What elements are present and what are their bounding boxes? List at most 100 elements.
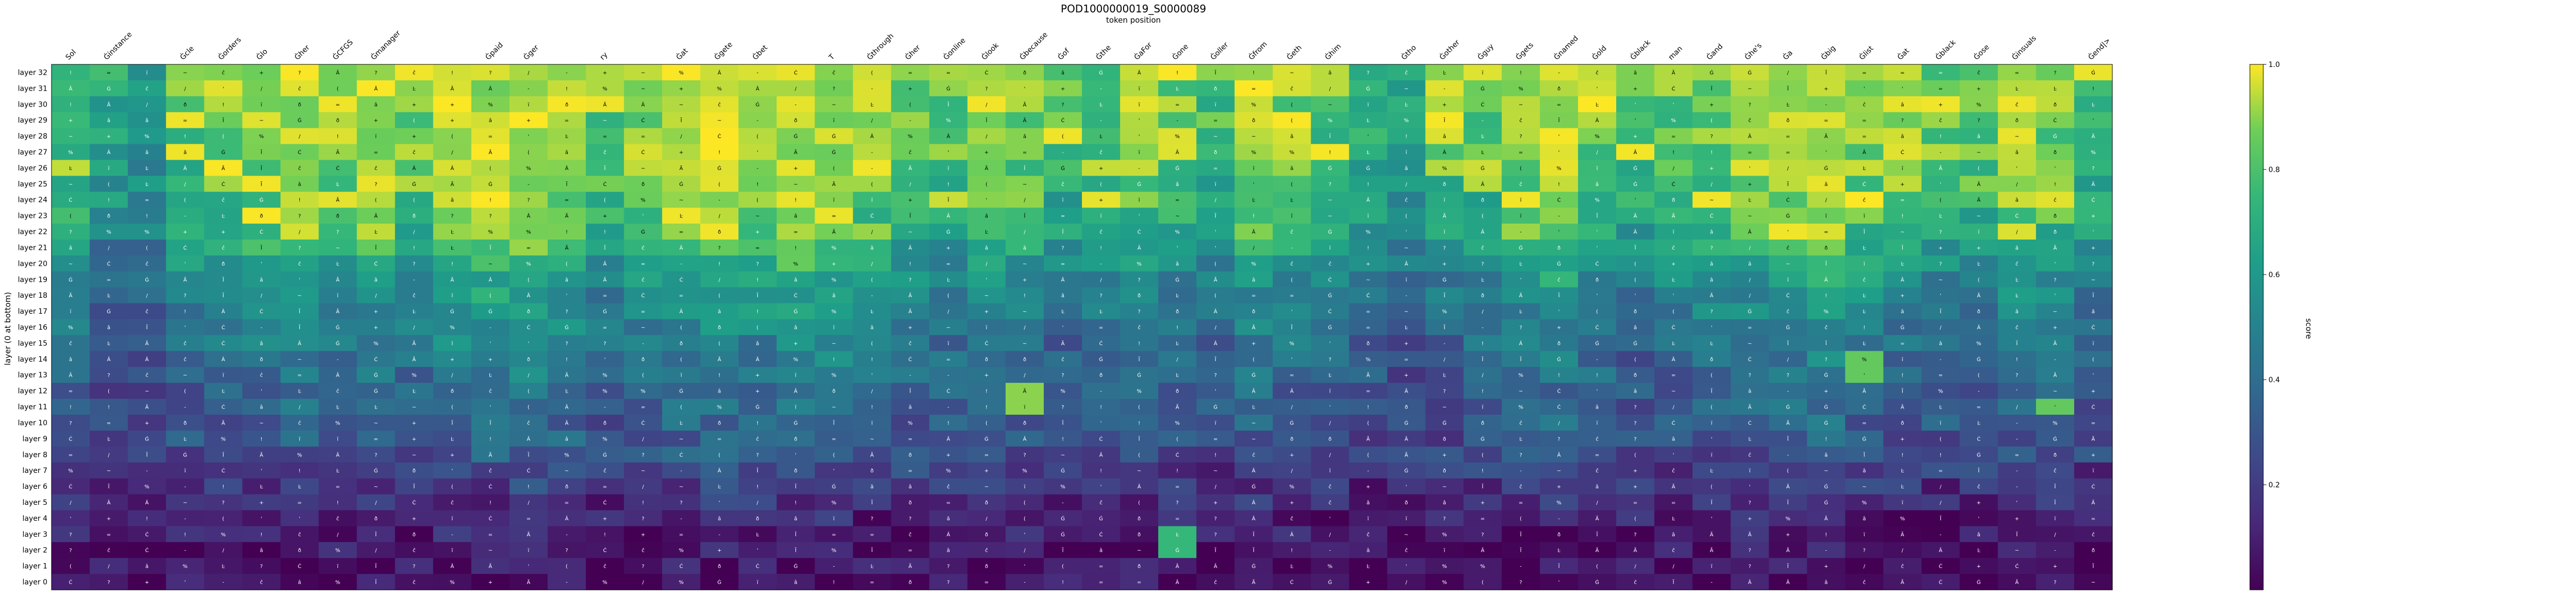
cell-glyph: ~ [1251, 134, 1256, 140]
cell-glyph: Ċ [680, 451, 683, 458]
cell-glyph: ? [107, 373, 110, 379]
cell-glyph: ĉ [145, 372, 148, 379]
heatmap-cell [776, 192, 816, 208]
cell-glyph: ! [1367, 405, 1369, 411]
cell-glyph: ð [2015, 118, 2019, 124]
heatmap-cell [1539, 176, 1579, 192]
cell-glyph: - [566, 532, 568, 538]
cell-glyph: ï [1710, 452, 1713, 458]
cell-glyph: Ċ [985, 340, 988, 347]
cell-glyph: ï [1519, 214, 1521, 219]
cell-glyph: ? [69, 548, 72, 554]
heatmap-cell [204, 240, 243, 256]
cell-glyph: ! [1902, 214, 1904, 219]
cell-glyph: % [640, 198, 646, 203]
heatmap-cell [815, 80, 854, 97]
heatmap-cell [1043, 176, 1082, 192]
heatmap-cell [1997, 64, 2037, 81]
cell-glyph: = [908, 436, 912, 442]
cell-glyph: = [1748, 325, 1752, 331]
cell-glyph: â [145, 564, 148, 570]
cell-glyph: - [718, 198, 720, 203]
heatmap-cell [1273, 80, 1312, 97]
cell-glyph: + [1977, 245, 1981, 251]
heatmap-cell [52, 240, 90, 256]
cell-glyph: ( [756, 198, 758, 203]
cell-glyph: + [2091, 214, 2095, 219]
x-tick-label: Ġguy [1476, 42, 1496, 62]
x-tick-label: Ġorders [216, 35, 243, 62]
cell-glyph: ð [756, 516, 759, 522]
cell-glyph: Ã [1748, 531, 1752, 538]
cell-glyph: - [947, 373, 950, 379]
cell-glyph: = [2015, 70, 2019, 76]
cell-glyph: â [260, 404, 263, 411]
cell-glyph: Â [946, 531, 950, 538]
cell-glyph: ĉ [1672, 468, 1675, 474]
cell-glyph: â [1824, 181, 1827, 188]
heatmap-cell [1005, 160, 1044, 176]
heatmap-cell [1692, 160, 1731, 176]
cell-glyph: % [488, 102, 493, 108]
cell-glyph: % [1175, 134, 1180, 140]
cell-glyph: ~ [679, 436, 683, 442]
heatmap-cell [1501, 208, 1540, 224]
cell-glyph: Ċ [2015, 213, 2019, 219]
cell-glyph: ð [1176, 309, 1179, 315]
cell-glyph: ð [680, 341, 683, 347]
cell-glyph: Â [1404, 388, 1408, 395]
x-tick-label: Ġbecause [1018, 30, 1049, 62]
cell-glyph: ? [833, 86, 835, 92]
cell-glyph: ' [1673, 452, 1674, 458]
heatmap-cell [1845, 208, 1884, 224]
heatmap-cell [52, 96, 90, 113]
cell-glyph: Â [1634, 149, 1637, 156]
cell-glyph: = [565, 198, 569, 203]
cell-glyph: Ĩ [1787, 181, 1789, 188]
heatmap-cell [815, 112, 854, 129]
cell-glyph: % [1442, 532, 1447, 538]
cell-glyph: ĉ [1367, 532, 1370, 538]
cell-glyph: / [681, 134, 683, 140]
cell-glyph: - [566, 580, 568, 586]
heatmap-cell [1005, 80, 1044, 97]
cell-glyph: Ġ [1366, 165, 1370, 172]
cell-glyph: / [451, 150, 453, 156]
heatmap-cell [471, 128, 510, 145]
cell-glyph: Ã [336, 149, 340, 156]
cell-glyph: Ĩ [489, 244, 492, 251]
cell-glyph: - [1482, 325, 1484, 331]
heatmap-cell [1273, 64, 1312, 81]
cell-glyph: ð [1977, 309, 1980, 315]
cell-glyph: Ġ [1251, 483, 1256, 490]
cell-glyph: ! [1558, 182, 1560, 188]
x-tick-label: Ġthe [1094, 43, 1113, 62]
cell-glyph: = [1099, 580, 1103, 586]
heatmap-cell [1120, 112, 1159, 129]
heatmap-cell [1043, 240, 1082, 256]
cell-glyph: - [680, 468, 682, 474]
cell-glyph: ( [184, 389, 186, 395]
cell-glyph: ' [2055, 261, 2056, 267]
cell-glyph: + [1366, 261, 1370, 267]
heatmap-cell [662, 96, 701, 113]
heatmap-cell [1654, 128, 1693, 145]
heatmap-cell [318, 96, 358, 113]
cell-glyph: / [986, 134, 988, 140]
heatmap-cell [1731, 224, 1769, 240]
cell-glyph: ~ [335, 245, 340, 251]
cell-glyph: Ã [908, 292, 912, 299]
cell-glyph: ~ [69, 261, 73, 267]
cell-glyph: - [1520, 230, 1522, 235]
cell-glyph: ' [1215, 389, 1216, 395]
cell-glyph: ð [1443, 436, 1446, 442]
cell-glyph: Â [1481, 181, 1484, 188]
heatmap-cell [166, 64, 205, 81]
cell-glyph: Ŀ [2054, 86, 2057, 92]
heatmap-cell [1807, 176, 1846, 192]
cell-glyph: â [1366, 500, 1369, 506]
heatmap-cell [1578, 192, 1617, 208]
cell-glyph: Ċ [1596, 260, 1599, 267]
cell-glyph: ( [1405, 214, 1408, 219]
heatmap-cell [1845, 192, 1884, 208]
